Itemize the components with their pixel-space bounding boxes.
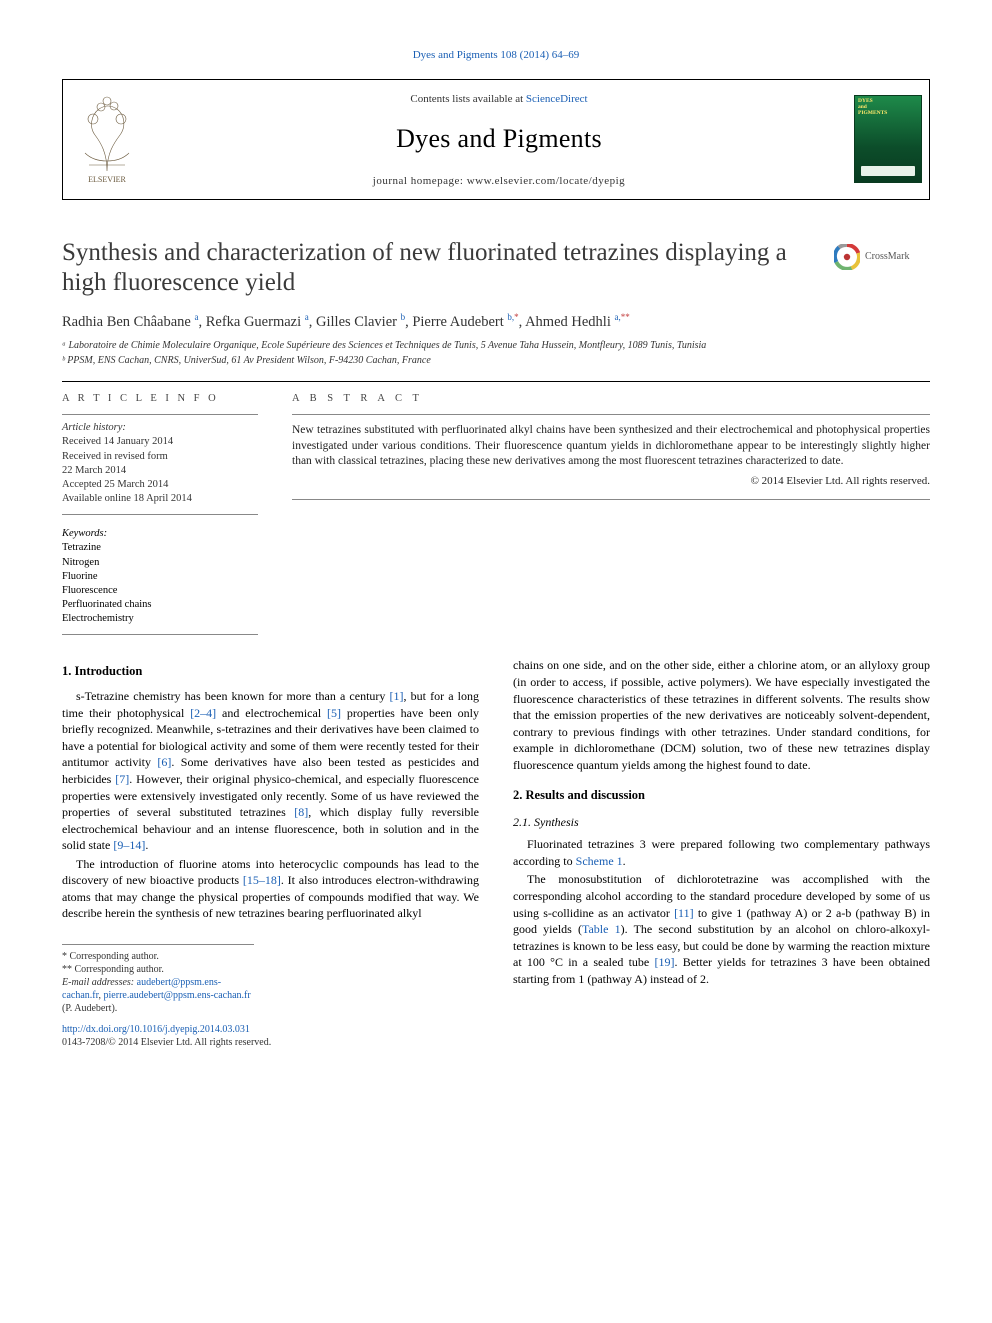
article-info-head: A R T I C L E I N F O [62, 392, 258, 406]
abstract-divider [292, 499, 930, 500]
keyword: Electrochemistry [62, 613, 134, 624]
ref-link[interactable]: [11] [674, 906, 694, 920]
journal-name: Dyes and Pigments [157, 121, 841, 156]
crossmark-badge[interactable]: CrossMark [834, 244, 930, 270]
email-link-2[interactable]: pierre.audebert@ppsm.ens-cachan.fr [104, 990, 251, 1001]
ref-link[interactable]: [15–18] [243, 873, 281, 887]
authors-line: Radhia Ben Châabane a, Refka Guermazi a,… [62, 311, 930, 332]
history-item: 22 March 2014 [62, 465, 126, 476]
svg-text:ELSEVIER: ELSEVIER [88, 175, 126, 184]
text-run: . [145, 838, 148, 852]
keywords-block: Keywords: Tetrazine Nitrogen Fluorine Fl… [62, 527, 258, 635]
corresponding-note-2: ** Corresponding author. [62, 963, 254, 976]
elsevier-logo: ELSEVIER [63, 80, 151, 199]
article-history-block: Article history: Received 14 January 201… [62, 414, 258, 515]
history-divider [62, 514, 258, 515]
abstract-body: New tetrazines substituted with perfluor… [292, 424, 930, 467]
ref-link[interactable]: [1] [390, 689, 404, 703]
scheme-link[interactable]: Scheme 1 [576, 854, 623, 868]
journal-header-box: ELSEVIER Contents lists available at Sci… [62, 79, 930, 200]
abstract-copyright: © 2014 Elsevier Ltd. All rights reserved… [292, 474, 930, 489]
abstract-head: A B S T R A C T [292, 392, 930, 406]
history-head: Article history: [62, 422, 126, 433]
abstract-text: New tetrazines substituted with perfluor… [292, 414, 930, 499]
doi-link[interactable]: http://dx.doi.org/10.1016/j.dyepig.2014.… [62, 1023, 479, 1037]
keywords-divider [62, 634, 258, 635]
rule-top [62, 381, 930, 382]
ref-link[interactable]: [6] [157, 755, 171, 769]
text-run: . [623, 854, 626, 868]
footnotes-block: * Corresponding author. ** Corresponding… [62, 944, 254, 1015]
section-results-head: 2. Results and discussion [513, 787, 930, 804]
sciencedirect-link[interactable]: ScienceDirect [526, 93, 588, 105]
ref-link[interactable]: [7] [115, 772, 129, 786]
synth-paragraph-2: The monosubstitution of dichlorotetrazin… [513, 871, 930, 987]
article-title: Synthesis and characterization of new fl… [62, 238, 816, 299]
history-item: Received 14 January 2014 [62, 436, 173, 447]
contents-lists-line: Contents lists available at ScienceDirec… [157, 92, 841, 107]
history-item: Accepted 25 March 2014 [62, 479, 168, 490]
crossmark-icon [834, 244, 860, 270]
ref-link[interactable]: [2–4] [190, 706, 216, 720]
section-intro-head: 1. Introduction [62, 663, 479, 680]
email-label: E-mail addresses: [62, 977, 137, 988]
cover-title-text: DYES and PIGMENTS [858, 99, 887, 116]
issn-line: 0143-7208/© 2014 Elsevier Ltd. All right… [62, 1036, 479, 1050]
subsection-synthesis-head: 2.1. Synthesis [513, 814, 930, 830]
keyword: Perfluorinated chains [62, 599, 152, 610]
top-citation-link[interactable]: Dyes and Pigments 108 (2014) 64–69 [62, 48, 930, 63]
cover-band [861, 166, 915, 176]
affiliation-a: ᵃ Laboratoire de Chimie Moleculaire Orga… [62, 340, 930, 353]
elsevier-tree-icon: ELSEVIER [71, 93, 143, 185]
doi-text[interactable]: http://dx.doi.org/10.1016/j.dyepig.2014.… [62, 1024, 250, 1035]
keywords-head: Keywords: [62, 528, 107, 539]
table-link[interactable]: Table 1 [582, 922, 621, 936]
intro-paragraph-2: The introduction of fluorine atoms into … [62, 856, 479, 922]
ref-link[interactable]: [8] [294, 805, 308, 819]
ref-link[interactable]: [9–14] [113, 838, 145, 852]
email-tail: (P. Audebert). [62, 1003, 117, 1014]
col2-continuation: chains on one side, and on the other sid… [513, 657, 930, 773]
abstract-column: A B S T R A C T New tetrazines substitut… [292, 392, 930, 635]
history-item: Received in revised form [62, 451, 168, 462]
history-item: Available online 18 April 2014 [62, 493, 192, 504]
journal-cover-thumb: DYES and PIGMENTS [847, 80, 929, 199]
body-column-right: chains on one side, and on the other sid… [513, 657, 930, 1050]
affiliation-b: ᵇ PPSM, ENS Cachan, CNRS, UniverSud, 61 … [62, 355, 930, 368]
top-citation-text[interactable]: Dyes and Pigments 108 (2014) 64–69 [413, 49, 580, 61]
intro-paragraph-1: s-Tetrazine chemistry has been known for… [62, 688, 479, 853]
corresponding-note-1: * Corresponding author. [62, 950, 254, 963]
email-line: E-mail addresses: audebert@ppsm.ens-cach… [62, 976, 254, 1015]
journal-homepage[interactable]: journal homepage: www.elsevier.com/locat… [157, 174, 841, 189]
ref-link[interactable]: [5] [327, 706, 341, 720]
article-info-column: A R T I C L E I N F O Article history: R… [62, 392, 258, 635]
header-center: Contents lists available at ScienceDirec… [151, 80, 847, 199]
text-run: s-Tetrazine chemistry has been known for… [76, 689, 390, 703]
body-column-left: 1. Introduction s-Tetrazine chemistry ha… [62, 657, 479, 1050]
text-run: and electrochemical [216, 706, 327, 720]
crossmark-label: CrossMark [865, 250, 909, 264]
keyword: Nitrogen [62, 557, 99, 568]
keyword: Fluorescence [62, 585, 117, 596]
contents-prefix: Contents lists available at [410, 93, 525, 105]
keyword: Tetrazine [62, 542, 101, 553]
synth-paragraph-1: Fluorinated tetrazines 3 were prepared f… [513, 836, 930, 869]
ref-link[interactable]: [19] [654, 955, 674, 969]
keyword: Fluorine [62, 571, 98, 582]
